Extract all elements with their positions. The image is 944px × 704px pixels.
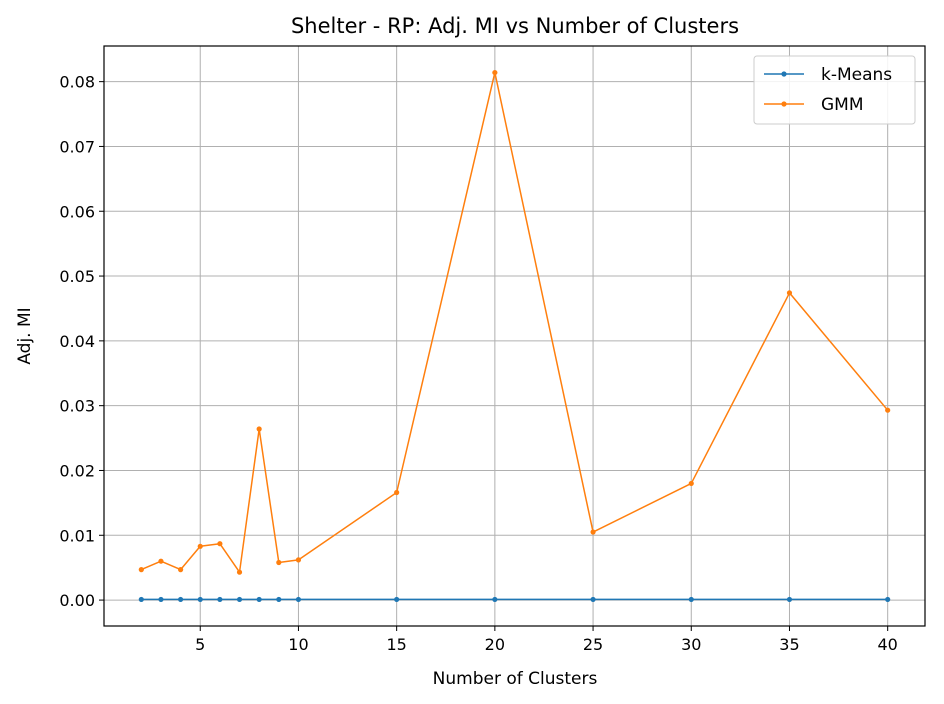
- data-point-k-means: [197, 596, 203, 603]
- y-tick-label: 0.02: [59, 461, 95, 480]
- data-point-k-means: [256, 596, 262, 603]
- data-point-gmm: [256, 426, 262, 432]
- y-tick-label: 0.04: [59, 332, 95, 351]
- data-point-gmm: [197, 543, 203, 549]
- plot-series: [138, 69, 891, 603]
- data-point-gmm: [786, 290, 793, 296]
- legend-label-gmm: GMM: [821, 95, 864, 115]
- legend-label-k-means: k-Means: [821, 65, 892, 85]
- x-tick-label: 40: [878, 635, 898, 654]
- y-axis-ticks: 0.00 0.01 0.02 0.03 0.04 0.05 0.06 0.07 0.08: [59, 73, 104, 610]
- y-tick-label: 0.00: [59, 591, 95, 610]
- x-tick-label: 15: [386, 635, 406, 654]
- data-point-k-means: [590, 596, 596, 603]
- y-tick-label: 0.07: [59, 137, 95, 156]
- data-point-gmm: [217, 541, 223, 547]
- y-axis-label: Adj. MI: [15, 307, 35, 364]
- legend-marker-k-means: [781, 71, 787, 77]
- data-point-k-means: [138, 596, 144, 603]
- chart-title: Shelter - RP: Adj. MI vs Number of Clust…: [291, 14, 739, 38]
- data-point-gmm: [492, 69, 498, 76]
- x-axis-label: Number of Clusters: [433, 669, 598, 689]
- data-point-gmm: [394, 489, 400, 496]
- legend-box: [753, 55, 916, 125]
- data-point-gmm: [138, 567, 144, 573]
- data-point-k-means: [217, 596, 223, 603]
- data-point-gmm: [590, 529, 596, 535]
- data-point-gmm: [178, 567, 184, 573]
- x-axis-ticks: 5 10 15 20 25 30 35 40: [195, 626, 898, 654]
- data-point-k-means: [394, 596, 400, 603]
- y-tick-label: 0.05: [59, 267, 95, 286]
- series-k-means: [138, 596, 891, 603]
- x-tick-label: 10: [288, 635, 308, 654]
- y-tick-label: 0.01: [59, 526, 95, 545]
- plot-frame: [103, 45, 926, 627]
- data-point-k-means: [492, 596, 498, 603]
- y-tick-label: 0.06: [59, 202, 95, 221]
- data-point-k-means: [786, 596, 793, 603]
- data-point-k-means: [236, 596, 243, 603]
- y-tick-label: 0.03: [59, 397, 95, 416]
- x-tick-label: 5: [195, 635, 205, 654]
- x-tick-label: 20: [485, 635, 505, 654]
- x-tick-label: 25: [583, 635, 603, 654]
- series-gmm: [138, 69, 891, 575]
- data-point-k-means: [885, 596, 891, 603]
- y-tick-label: 0.08: [59, 73, 95, 92]
- legend: k-Means GMM: [753, 55, 916, 125]
- data-point-k-means: [276, 596, 282, 603]
- x-tick-label: 35: [779, 635, 799, 654]
- data-point-k-means: [688, 596, 694, 603]
- x-tick-label: 30: [681, 635, 701, 654]
- legend-marker-gmm: [781, 101, 787, 107]
- data-point-gmm: [276, 559, 282, 566]
- data-point-gmm: [295, 557, 302, 563]
- data-point-gmm: [688, 480, 694, 487]
- data-point-gmm: [236, 569, 243, 575]
- data-point-gmm: [885, 407, 891, 413]
- data-point-k-means: [295, 596, 302, 603]
- data-point-k-means: [178, 596, 184, 603]
- data-point-gmm: [158, 558, 164, 564]
- data-point-k-means: [158, 596, 164, 603]
